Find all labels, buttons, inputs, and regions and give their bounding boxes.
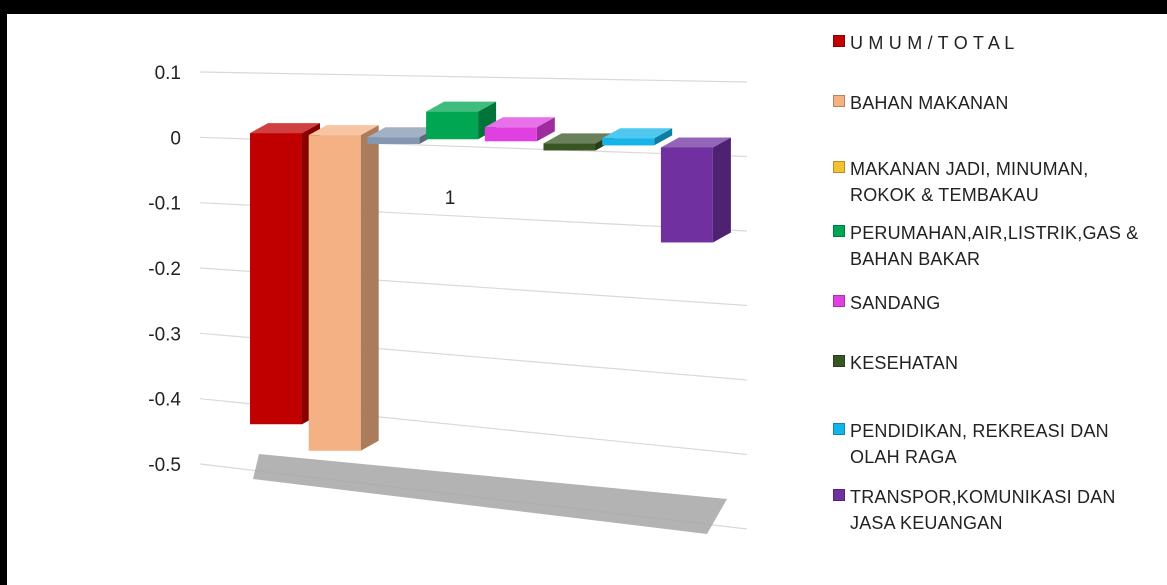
legend-label-line: PERUMAHAN,AIR,LISTRIK,GAS &: [850, 223, 1139, 243]
bar-front: [484, 127, 537, 142]
y-tick-label: -0.5: [148, 455, 181, 476]
legend-label-line: OLAH RAGA: [850, 447, 957, 467]
bar-top: [308, 125, 379, 136]
legend-label-line: JASA KEUANGAN: [850, 513, 1003, 533]
legend-label-line: ROKOK & TEMBAKAU: [850, 185, 1039, 205]
floor-shadow: [253, 454, 727, 534]
legend-item: BAHAN MAKANAN: [833, 90, 1009, 116]
chart-frame: 0.1 0 -0.1 -0.2 -0.3 -0.4 -0.5 1 U M U M / T O …: [7, 14, 1167, 585]
legend-label: BAHAN MAKANAN: [850, 90, 1009, 116]
bar-top: [426, 101, 497, 112]
gridline: [199, 71, 748, 83]
legend-swatch: [833, 95, 845, 107]
legend-swatch: [833, 489, 845, 501]
bar-front: [602, 138, 655, 146]
legend-label-line: BAHAN BAKAR: [850, 249, 981, 269]
legend-label-line: TRANSPOR,KOMUNIKASI DAN: [850, 487, 1116, 507]
legend-label: PERUMAHAN,AIR,LISTRIK,GAS & BAHAN BAKAR: [850, 220, 1138, 272]
legend-label-line: BAHAN MAKANAN: [850, 93, 1009, 113]
legend-label-line: PENDIDIKAN, REKREASI DAN: [850, 421, 1109, 441]
bar-top: [367, 127, 438, 138]
legend-label: KESEHATAN: [850, 350, 958, 376]
legend-swatch: [833, 225, 845, 237]
y-tick-label: 0.1: [155, 63, 181, 84]
y-tick-label: -0.4: [148, 390, 181, 411]
bar-front: [543, 143, 596, 151]
legend-label: SANDANG: [850, 290, 940, 316]
legend-label: MAKANAN JADI, MINUMAN, ROKOK & TEMBAKAU: [850, 156, 1088, 208]
y-tick-label: -0.1: [148, 194, 181, 215]
bar-top: [484, 117, 555, 128]
bar-top: [660, 137, 731, 148]
bar-front: [250, 133, 302, 425]
legend-label: PENDIDIKAN, REKREASI DAN OLAH RAGA: [850, 418, 1109, 470]
y-tick-label: -0.2: [148, 259, 181, 280]
legend-label: U M U M / T O T A L: [850, 30, 1015, 56]
bar-front: [426, 111, 479, 140]
legend-label-line: U M U M / T O T A L: [850, 33, 1015, 53]
legend-swatch: [833, 161, 845, 173]
legend-item: KESEHATAN: [833, 350, 958, 376]
x-category-label: 1: [445, 188, 456, 209]
legend-item: PERUMAHAN,AIR,LISTRIK,GAS & BAHAN BAKAR: [833, 220, 1138, 272]
bar-top: [543, 133, 614, 144]
legend-item: TRANSPOR,KOMUNIKASI DAN JASA KEUANGAN: [833, 484, 1116, 536]
bar-chart-3d: 0.1 0 -0.1 -0.2 -0.3 -0.4 -0.5 1: [148, 63, 748, 534]
legend-swatch: [833, 35, 845, 47]
legend-label-line: KESEHATAN: [850, 353, 959, 373]
legend-item: MAKANAN JADI, MINUMAN, ROKOK & TEMBAKAU: [833, 156, 1088, 208]
legend-label-line: MAKANAN JADI, MINUMAN,: [850, 159, 1089, 179]
bar-front: [308, 135, 361, 451]
y-tick-label: 0: [170, 128, 181, 149]
legend-swatch: [833, 295, 845, 307]
legend-label-line: SANDANG: [850, 293, 941, 313]
legend-item: U M U M / T O T A L: [833, 30, 1015, 56]
legend-swatch: [833, 355, 845, 367]
bar-side: [654, 128, 673, 146]
bar-front: [660, 147, 713, 243]
legend-swatch: [833, 423, 845, 435]
bar-side: [360, 125, 379, 451]
y-tick-label: -0.3: [148, 324, 181, 345]
bar-front: [367, 137, 420, 145]
legend-item: SANDANG: [833, 290, 940, 316]
bar-side: [712, 137, 731, 243]
bar-top: [602, 128, 673, 139]
legend-item: PENDIDIKAN, REKREASI DAN OLAH RAGA: [833, 418, 1109, 470]
bar-top: [250, 123, 320, 134]
bar-side: [536, 117, 555, 142]
legend-label: TRANSPOR,KOMUNIKASI DAN JASA KEUANGAN: [850, 484, 1116, 536]
